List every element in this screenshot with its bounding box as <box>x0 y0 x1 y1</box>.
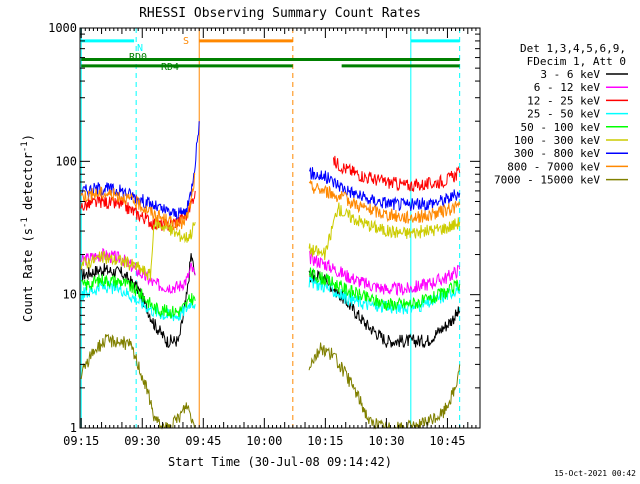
y-axis-label-end: ) <box>21 134 35 141</box>
legend-label-4: 50 - 100 keV <box>521 121 601 134</box>
y-axis-label-main: Count Rate (s <box>21 228 35 322</box>
x-tick-label-6: 10:45 <box>429 434 465 448</box>
legend-label-1: 6 - 12 keV <box>534 81 601 94</box>
series-line-7-1 <box>308 179 461 224</box>
x-tick-label-4: 10:15 <box>307 434 343 448</box>
flag-label-RD0: RD0 <box>129 52 147 63</box>
series-0 <box>80 253 461 349</box>
series-line-0-1 <box>308 269 461 349</box>
legend-label-7: 800 - 7000 keV <box>507 160 600 173</box>
flag-label-RD4: RD4 <box>161 62 179 73</box>
plot-frame <box>79 27 481 429</box>
y-tick-label-3: 1000 <box>48 21 77 35</box>
y-tick-label-1: 10 <box>63 288 77 302</box>
series-line-0-0 <box>80 253 196 348</box>
series-2 <box>80 155 461 231</box>
legend-header-0: Det 1,3,4,5,6,9, <box>520 42 626 55</box>
flag-label-N: N <box>137 43 143 54</box>
x-axis-label: Start Time (30-Jul-08 09:14:42) <box>168 455 392 469</box>
x-tick-label-2: 09:45 <box>185 434 221 448</box>
y-tick-label-0: 1 <box>70 421 77 435</box>
legend-label-0: 3 - 6 keV <box>540 68 600 81</box>
flag-label-S: S <box>183 36 189 47</box>
series-line-6-1 <box>309 167 461 212</box>
legend: Det 1,3,4,5,6,9,FDecim 1, Att 03 - 6 keV… <box>494 42 628 187</box>
series-line-5-0 <box>80 217 196 281</box>
axis-layer: 09:15 09:30 09:45 10:00 10:15 10:30 10:45 1 10 10… <box>48 21 481 448</box>
y-axis-label: Count Rate (s-1 detector-1) <box>20 134 35 322</box>
legend-label-2: 12 - 25 keV <box>527 94 600 107</box>
x-tick-label-1: 09:30 <box>124 434 160 448</box>
y-axis-label-mid: detector <box>21 152 35 217</box>
series-line-4-0 <box>80 274 196 319</box>
series-line-3-0 <box>81 280 196 322</box>
x-tick-label-5: 10:30 <box>368 434 404 448</box>
data-layer: N S RD0 RD4 <box>80 28 461 430</box>
series-line-8-0 <box>80 333 196 430</box>
series-line-2-0 <box>80 190 196 231</box>
series-line-5-1 <box>308 202 461 261</box>
series-4 <box>80 267 461 319</box>
series-5 <box>80 202 461 281</box>
legend-header-1: FDecim 1, Att 0 <box>527 55 626 68</box>
series-line-4-1 <box>308 267 461 311</box>
legend-label-5: 100 - 300 keV <box>514 134 600 147</box>
y-axis-label-sup2: -1 <box>20 141 30 152</box>
legend-label-6: 300 - 800 keV <box>514 147 600 160</box>
series-line-2-1 <box>333 155 461 192</box>
legend-label-3: 25 - 50 keV <box>527 108 600 121</box>
chart-title: RHESSI Observing Summary Count Rates <box>139 6 421 21</box>
x-tick-label-3: 10:00 <box>246 434 282 448</box>
series-line-1-1 <box>309 251 461 296</box>
legend-label-8: 7000 - 15000 keV <box>494 174 600 187</box>
x-tick-label-0: 09:15 <box>63 434 99 448</box>
y-tick-label-2: 100 <box>55 154 77 168</box>
series-7 <box>80 172 461 231</box>
timestamp: 15-Oct-2021 00:42 <box>554 469 636 478</box>
y-axis-label-sup1: -1 <box>20 217 30 228</box>
series-line-7-0 <box>80 172 196 231</box>
